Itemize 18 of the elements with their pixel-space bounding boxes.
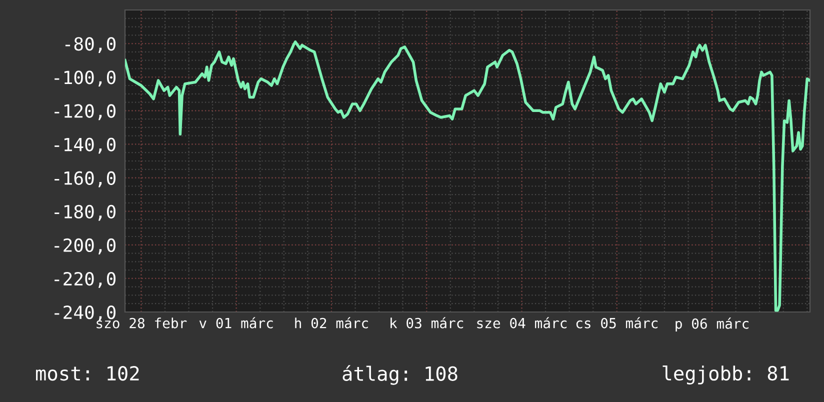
x-tick-label: k 03 márc <box>390 317 464 328</box>
text: most: 102 <box>36 366 139 381</box>
x-tick-label: sze 04 márc <box>477 317 567 328</box>
x-tick-label: cs 05 márc <box>576 317 658 328</box>
text: legjobb: 81 <box>662 365 789 385</box>
y-tick-label: -80,0 <box>65 37 116 53</box>
y-tick-label: -240,0 <box>54 306 116 322</box>
x-tick-label: p 06 márc <box>676 318 748 332</box>
y-tick-label: -120,0 <box>54 104 116 120</box>
y-tick-label: -140,0 <box>54 138 116 154</box>
x-tick-label: h 02 márc <box>295 317 368 328</box>
x-tick-label: v 01 márc <box>199 317 273 328</box>
text: átlag: 108 <box>342 365 458 385</box>
y-tick-label: -160,0 <box>54 171 116 188</box>
y-tick-label: -220,0 <box>54 272 116 288</box>
y-tick-label: -100,0 <box>54 70 116 87</box>
y-tick-label: -200,0 <box>54 238 116 254</box>
y-tick-label: -180,0 <box>54 204 116 221</box>
